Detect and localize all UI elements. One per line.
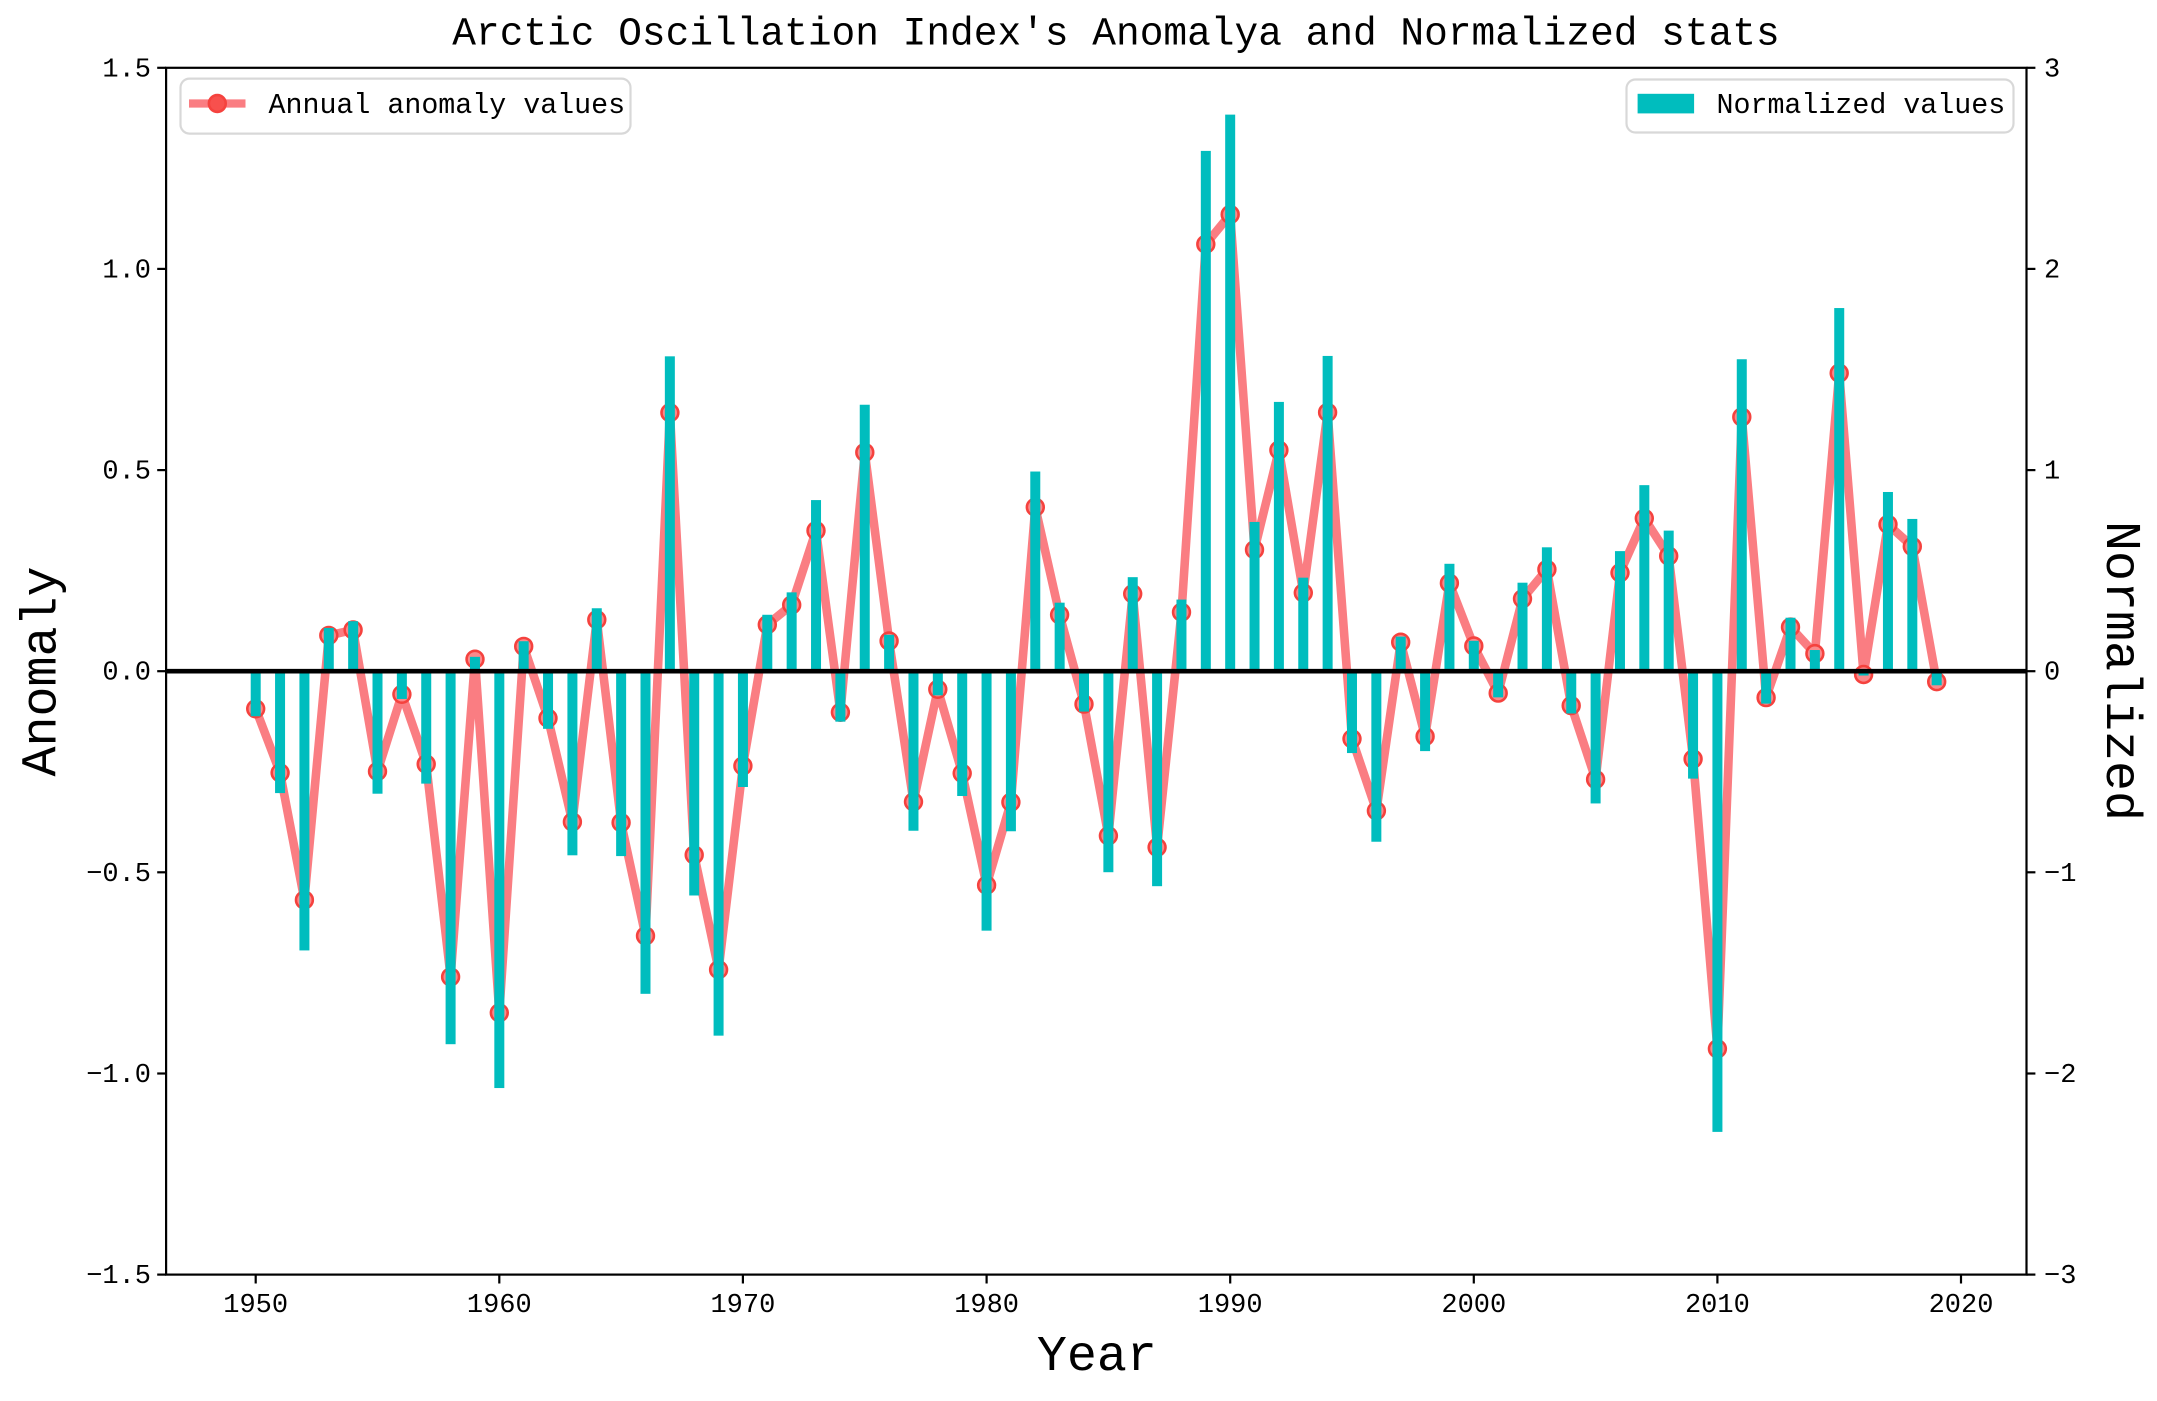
svg-text:1950: 1950 [223,1291,288,1321]
svg-text:2020: 2020 [1929,1291,1994,1321]
svg-text:1.0: 1.0 [102,256,151,286]
svg-text:Normalized: Normalized [2091,521,2148,821]
svg-text:Year: Year [1037,1329,1157,1386]
svg-text:1.5: 1.5 [102,55,151,85]
svg-text:Arctic Oscillation Index's Ano: Arctic Oscillation Index's Anomalya and … [452,12,1779,57]
svg-text:−3: −3 [2044,1262,2076,1292]
svg-text:2000: 2000 [1441,1291,1506,1321]
svg-text:Normalized values: Normalized values [1717,90,2006,122]
svg-text:Anomaly: Anomaly [15,566,72,776]
svg-text:1960: 1960 [467,1291,532,1321]
svg-text:0: 0 [2044,659,2060,689]
svg-text:1980: 1980 [954,1291,1019,1321]
svg-text:1990: 1990 [1198,1291,1263,1321]
svg-text:−0.5: −0.5 [86,860,151,890]
svg-text:Annual anomaly values: Annual anomaly values [269,90,626,122]
svg-text:1970: 1970 [710,1291,775,1321]
svg-text:3: 3 [2044,55,2060,85]
svg-text:−2: −2 [2044,1061,2076,1091]
svg-text:−1.5: −1.5 [86,1262,151,1292]
svg-text:0.0: 0.0 [102,659,151,689]
svg-text:2: 2 [2044,256,2060,286]
svg-text:0.5: 0.5 [102,458,151,488]
svg-text:−1.0: −1.0 [86,1061,151,1091]
svg-text:2010: 2010 [1685,1291,1750,1321]
svg-text:1: 1 [2044,458,2060,488]
svg-text:−1: −1 [2044,860,2076,890]
